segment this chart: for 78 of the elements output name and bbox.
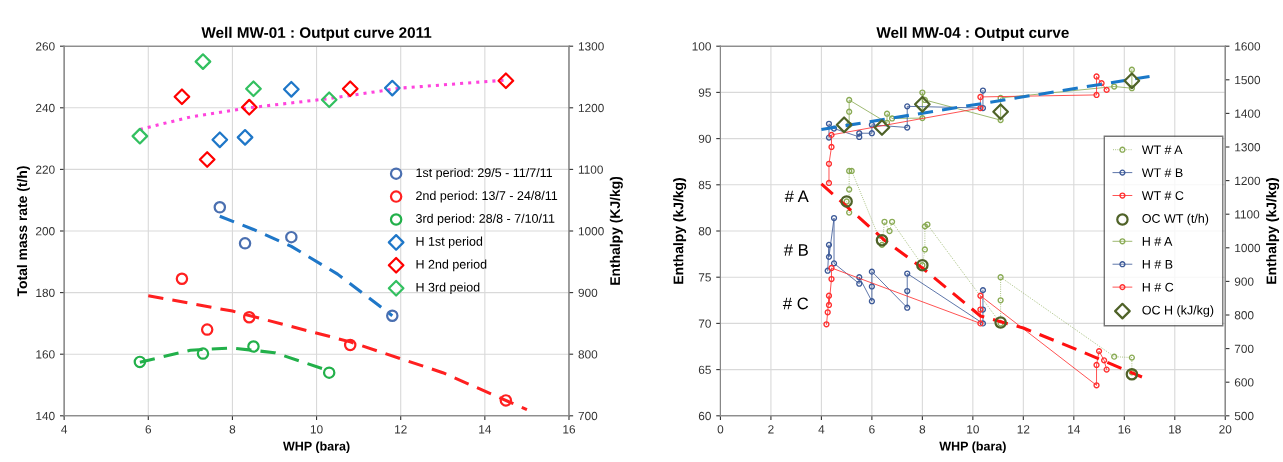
y-tick-label: 90 bbox=[698, 134, 711, 143]
y-tick-label: 95 bbox=[698, 88, 711, 97]
y-tick-label: 100 bbox=[692, 42, 711, 51]
y-tick-label: 65 bbox=[698, 365, 711, 374]
annotation: # C bbox=[782, 297, 809, 310]
x-tick-label: 10 bbox=[967, 425, 979, 434]
y-axis-title: Enthalpy (kJ/kg) bbox=[673, 178, 687, 284]
legend-label: H 3rd peiod bbox=[416, 282, 480, 295]
x-tick-label: 2 bbox=[768, 425, 774, 434]
y2-tick-label: 1600 bbox=[1235, 42, 1261, 51]
y2-tick-label: 700 bbox=[1234, 344, 1254, 353]
annotation: # B bbox=[783, 244, 808, 256]
x-tick-label: 8 bbox=[919, 425, 926, 434]
legend-label: H # C bbox=[1142, 282, 1174, 292]
y-tick-label: 85 bbox=[698, 180, 711, 190]
x-axis-title: WHP (bara) bbox=[939, 441, 1006, 454]
x-tick-label: 8 bbox=[229, 425, 236, 434]
y-axis-title: Total mass rate (t/h) bbox=[16, 166, 30, 297]
x-axis-title: WHP (bara) bbox=[283, 441, 350, 454]
y2-tick-label: 700 bbox=[578, 411, 598, 421]
y2-tick-label: 600 bbox=[1234, 378, 1254, 387]
y2-tick-label: 900 bbox=[1234, 277, 1254, 286]
y-tick-label: 180 bbox=[36, 288, 55, 297]
x-tick-label: 6 bbox=[145, 425, 152, 434]
y-tick-label: 75 bbox=[698, 273, 711, 282]
legend-label: H # B bbox=[1142, 259, 1173, 269]
x-tick-label: 18 bbox=[1169, 425, 1181, 434]
y2-tick-label: 1100 bbox=[578, 165, 603, 174]
x-tick-label: 10 bbox=[310, 425, 323, 434]
y-tick-label: 220 bbox=[36, 165, 55, 174]
y2-tick-label: 1300 bbox=[1235, 143, 1261, 152]
y2-tick-label: 1100 bbox=[1235, 210, 1260, 219]
y2-tick-label: 800 bbox=[1234, 311, 1254, 320]
y-tick-label: 240 bbox=[36, 103, 55, 113]
x-tick-label: 12 bbox=[1017, 425, 1030, 434]
x-tick-label: 14 bbox=[479, 425, 492, 434]
legend-label: 3rd period: 28/8 - 7/10/11 bbox=[415, 213, 555, 226]
x-tick-label: 6 bbox=[869, 425, 875, 434]
y-tick-label: 140 bbox=[36, 411, 55, 421]
x-tick-label: 4 bbox=[818, 425, 825, 434]
chart-title: Well MW-01 : Output curve 2011 bbox=[201, 26, 432, 42]
legend-label: OC H (kJ/kg) bbox=[1142, 305, 1214, 317]
legend-label: 1st period: 29/5 - 11/7/11 bbox=[416, 167, 553, 180]
y-tick-label: 60 bbox=[698, 411, 711, 421]
y-tick-label: 70 bbox=[698, 319, 711, 328]
y2-tick-label: 800 bbox=[578, 350, 598, 359]
y2-tick-label: 500 bbox=[1234, 411, 1254, 421]
legend-label: H # A bbox=[1142, 237, 1173, 246]
x-tick-label: 12 bbox=[395, 425, 407, 434]
y2-tick-label: 1500 bbox=[1235, 75, 1261, 85]
y2-tick-label: 1000 bbox=[578, 227, 604, 236]
x-tick-label: 0 bbox=[717, 425, 724, 434]
y2-tick-label: 1300 bbox=[578, 42, 604, 51]
annotation: # A bbox=[784, 190, 809, 203]
x-tick-label: 16 bbox=[1118, 425, 1131, 434]
x-tick-label: 16 bbox=[563, 425, 576, 434]
x-tick-label: 20 bbox=[1219, 425, 1232, 434]
x-tick-label: 14 bbox=[1068, 425, 1081, 434]
y-tick-label: 260 bbox=[36, 42, 55, 51]
legend-label: WT # C bbox=[1141, 191, 1184, 200]
legend-label: 2nd period: 13/7 - 24/8/11 bbox=[416, 190, 558, 203]
y2-axis-title: Enthalpy (KJ/kg) bbox=[609, 176, 623, 285]
y2-axis-title: Enthalpy (kJ/kg) bbox=[1266, 178, 1280, 284]
legend-label: H 1st period bbox=[416, 236, 483, 249]
y2-tick-label: 900 bbox=[578, 288, 598, 297]
y2-tick-label: 1000 bbox=[1235, 243, 1261, 253]
y-tick-label: 200 bbox=[36, 227, 55, 236]
legend-label: OC WT (t/h) bbox=[1142, 213, 1209, 226]
legend-label: WT # A bbox=[1141, 145, 1183, 155]
y2-tick-label: 1400 bbox=[1235, 109, 1261, 118]
legend-label: WT # B bbox=[1141, 168, 1183, 177]
x-tick-label: 4 bbox=[61, 425, 68, 434]
y2-tick-label: 1200 bbox=[578, 103, 604, 113]
y-tick-label: 80 bbox=[698, 227, 711, 236]
legend-label: H 2nd period bbox=[416, 259, 487, 272]
y2-tick-label: 1200 bbox=[1235, 176, 1261, 185]
y-tick-label: 160 bbox=[36, 350, 55, 359]
chart-title: Well MW-04 : Output curve bbox=[876, 26, 1069, 42]
